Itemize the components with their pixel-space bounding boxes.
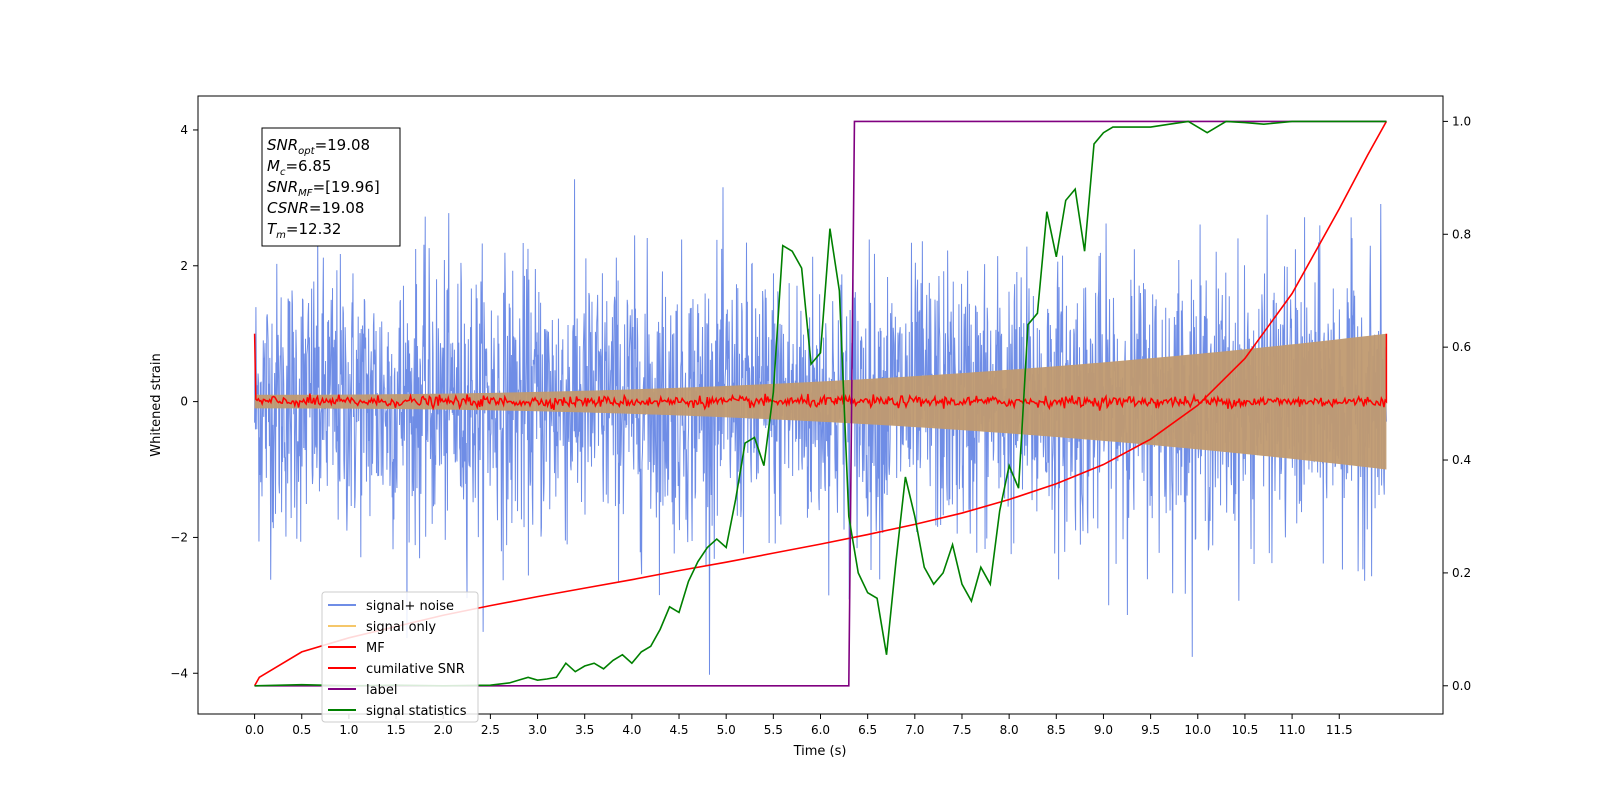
x-tick-label: 7.0 bbox=[905, 723, 924, 737]
x-tick-label: 5.0 bbox=[717, 723, 736, 737]
x-tick-label: 3.5 bbox=[575, 723, 594, 737]
legend-label: signal statistics bbox=[366, 704, 467, 719]
x-tick-label: 10.5 bbox=[1232, 723, 1259, 737]
y2-tick-label: 0.2 bbox=[1452, 566, 1471, 580]
legend-frame bbox=[321, 591, 479, 723]
annotation-symbol: M bbox=[267, 157, 280, 175]
annotation-box: SNRopt=19.08Mc=6.85SNRMF=[19.96]CSNR=19.… bbox=[261, 127, 401, 247]
annotation-line: Tm=12.32 bbox=[267, 220, 341, 241]
series-signal-statistics-line bbox=[254, 120, 1387, 687]
annotation-subscript: MF bbox=[298, 188, 313, 199]
annotation-symbol: T bbox=[267, 220, 278, 238]
x-tick-label: 7.5 bbox=[952, 723, 971, 737]
legend-label: signal+ noise bbox=[366, 599, 454, 614]
x-axis-label: Time (s) bbox=[793, 744, 847, 759]
legend-label: label bbox=[366, 683, 397, 698]
x-tick-label: 6.5 bbox=[858, 723, 877, 737]
annotation-subscript: m bbox=[276, 230, 286, 241]
annotation-subscript: opt bbox=[298, 146, 315, 157]
x-tick-label: 0.5 bbox=[292, 723, 311, 737]
annotation-value: =[19.96] bbox=[313, 178, 380, 196]
y2-tick-label: 0.8 bbox=[1452, 227, 1471, 241]
annotation-symbol: SNR bbox=[267, 136, 298, 154]
y-tick-label: 4 bbox=[180, 123, 188, 137]
x-tick-label: 5.5 bbox=[764, 723, 783, 737]
x-tick-label: 3.0 bbox=[528, 723, 547, 737]
annotation-symbol: SNR bbox=[267, 178, 298, 196]
y-tick-label: −4 bbox=[170, 666, 188, 680]
annotation-value: =6.85 bbox=[285, 157, 331, 175]
x-tick-label: 9.5 bbox=[1141, 723, 1160, 737]
annotation-subscript: c bbox=[280, 167, 286, 178]
legend-label: signal only bbox=[366, 620, 436, 635]
x-tick-label: 2.5 bbox=[481, 723, 500, 737]
y-axis-left: 4 2 0 −2 −4 bbox=[170, 123, 198, 680]
series-mf-line bbox=[253, 333, 1388, 411]
y-tick-label: 0 bbox=[180, 395, 188, 409]
y2-tick-label: 0.4 bbox=[1452, 453, 1471, 467]
x-tick-label: 8.0 bbox=[1000, 723, 1019, 737]
x-tick-label: 10.0 bbox=[1184, 723, 1211, 737]
x-tick-label: 2.0 bbox=[434, 723, 453, 737]
y2-tick-label: 0.0 bbox=[1452, 679, 1471, 693]
annotation-line: CSNR=19.08 bbox=[267, 199, 364, 217]
x-tick-label: 11.5 bbox=[1326, 723, 1353, 737]
annotation-line: SNRMF=[19.96] bbox=[267, 178, 380, 199]
x-tick-label: 1.5 bbox=[387, 723, 406, 737]
y-axis-label: Whitened strain bbox=[149, 353, 164, 456]
series-label-line bbox=[254, 120, 1387, 687]
x-tick-label: 0.0 bbox=[245, 723, 264, 737]
annotation-value: =12.32 bbox=[286, 220, 342, 238]
x-tick-label: 4.5 bbox=[669, 723, 688, 737]
annotation-value: =19.08 bbox=[309, 199, 365, 217]
x-tick-label: 8.5 bbox=[1047, 723, 1066, 737]
legend: signal+ noise signal only MF cumilative SNR… bbox=[321, 591, 479, 723]
x-tick-label: 11.0 bbox=[1279, 723, 1306, 737]
x-tick-label: 9.0 bbox=[1094, 723, 1113, 737]
y-axis-right: 1.0 0.8 0.6 0.4 0.2 0.0 bbox=[1443, 114, 1471, 693]
y2-tick-label: 1.0 bbox=[1452, 114, 1471, 128]
y-tick-label: 2 bbox=[180, 259, 188, 273]
x-tick-label: 1.0 bbox=[339, 723, 358, 737]
y-tick-label: −2 bbox=[170, 530, 188, 544]
legend-label: cumilative SNR bbox=[366, 662, 465, 677]
annotation-line: Mc=6.85 bbox=[267, 157, 331, 178]
annotation-symbol: CSNR bbox=[267, 199, 309, 217]
annotation-line: SNRopt=19.08 bbox=[267, 136, 370, 157]
annotation-value: =19.08 bbox=[315, 136, 371, 154]
legend-label: MF bbox=[366, 641, 385, 656]
x-tick-label: 4.0 bbox=[622, 723, 641, 737]
annotation-frame bbox=[261, 127, 401, 247]
y2-tick-label: 0.6 bbox=[1452, 340, 1471, 354]
x-axis: 0.0 0.5 1.0 1.5 2.0 2.5 3.0 3.5 4.0 4.5 5.0 5.5 6.0 6… bbox=[245, 714, 1353, 737]
x-tick-label: 6.0 bbox=[811, 723, 830, 737]
